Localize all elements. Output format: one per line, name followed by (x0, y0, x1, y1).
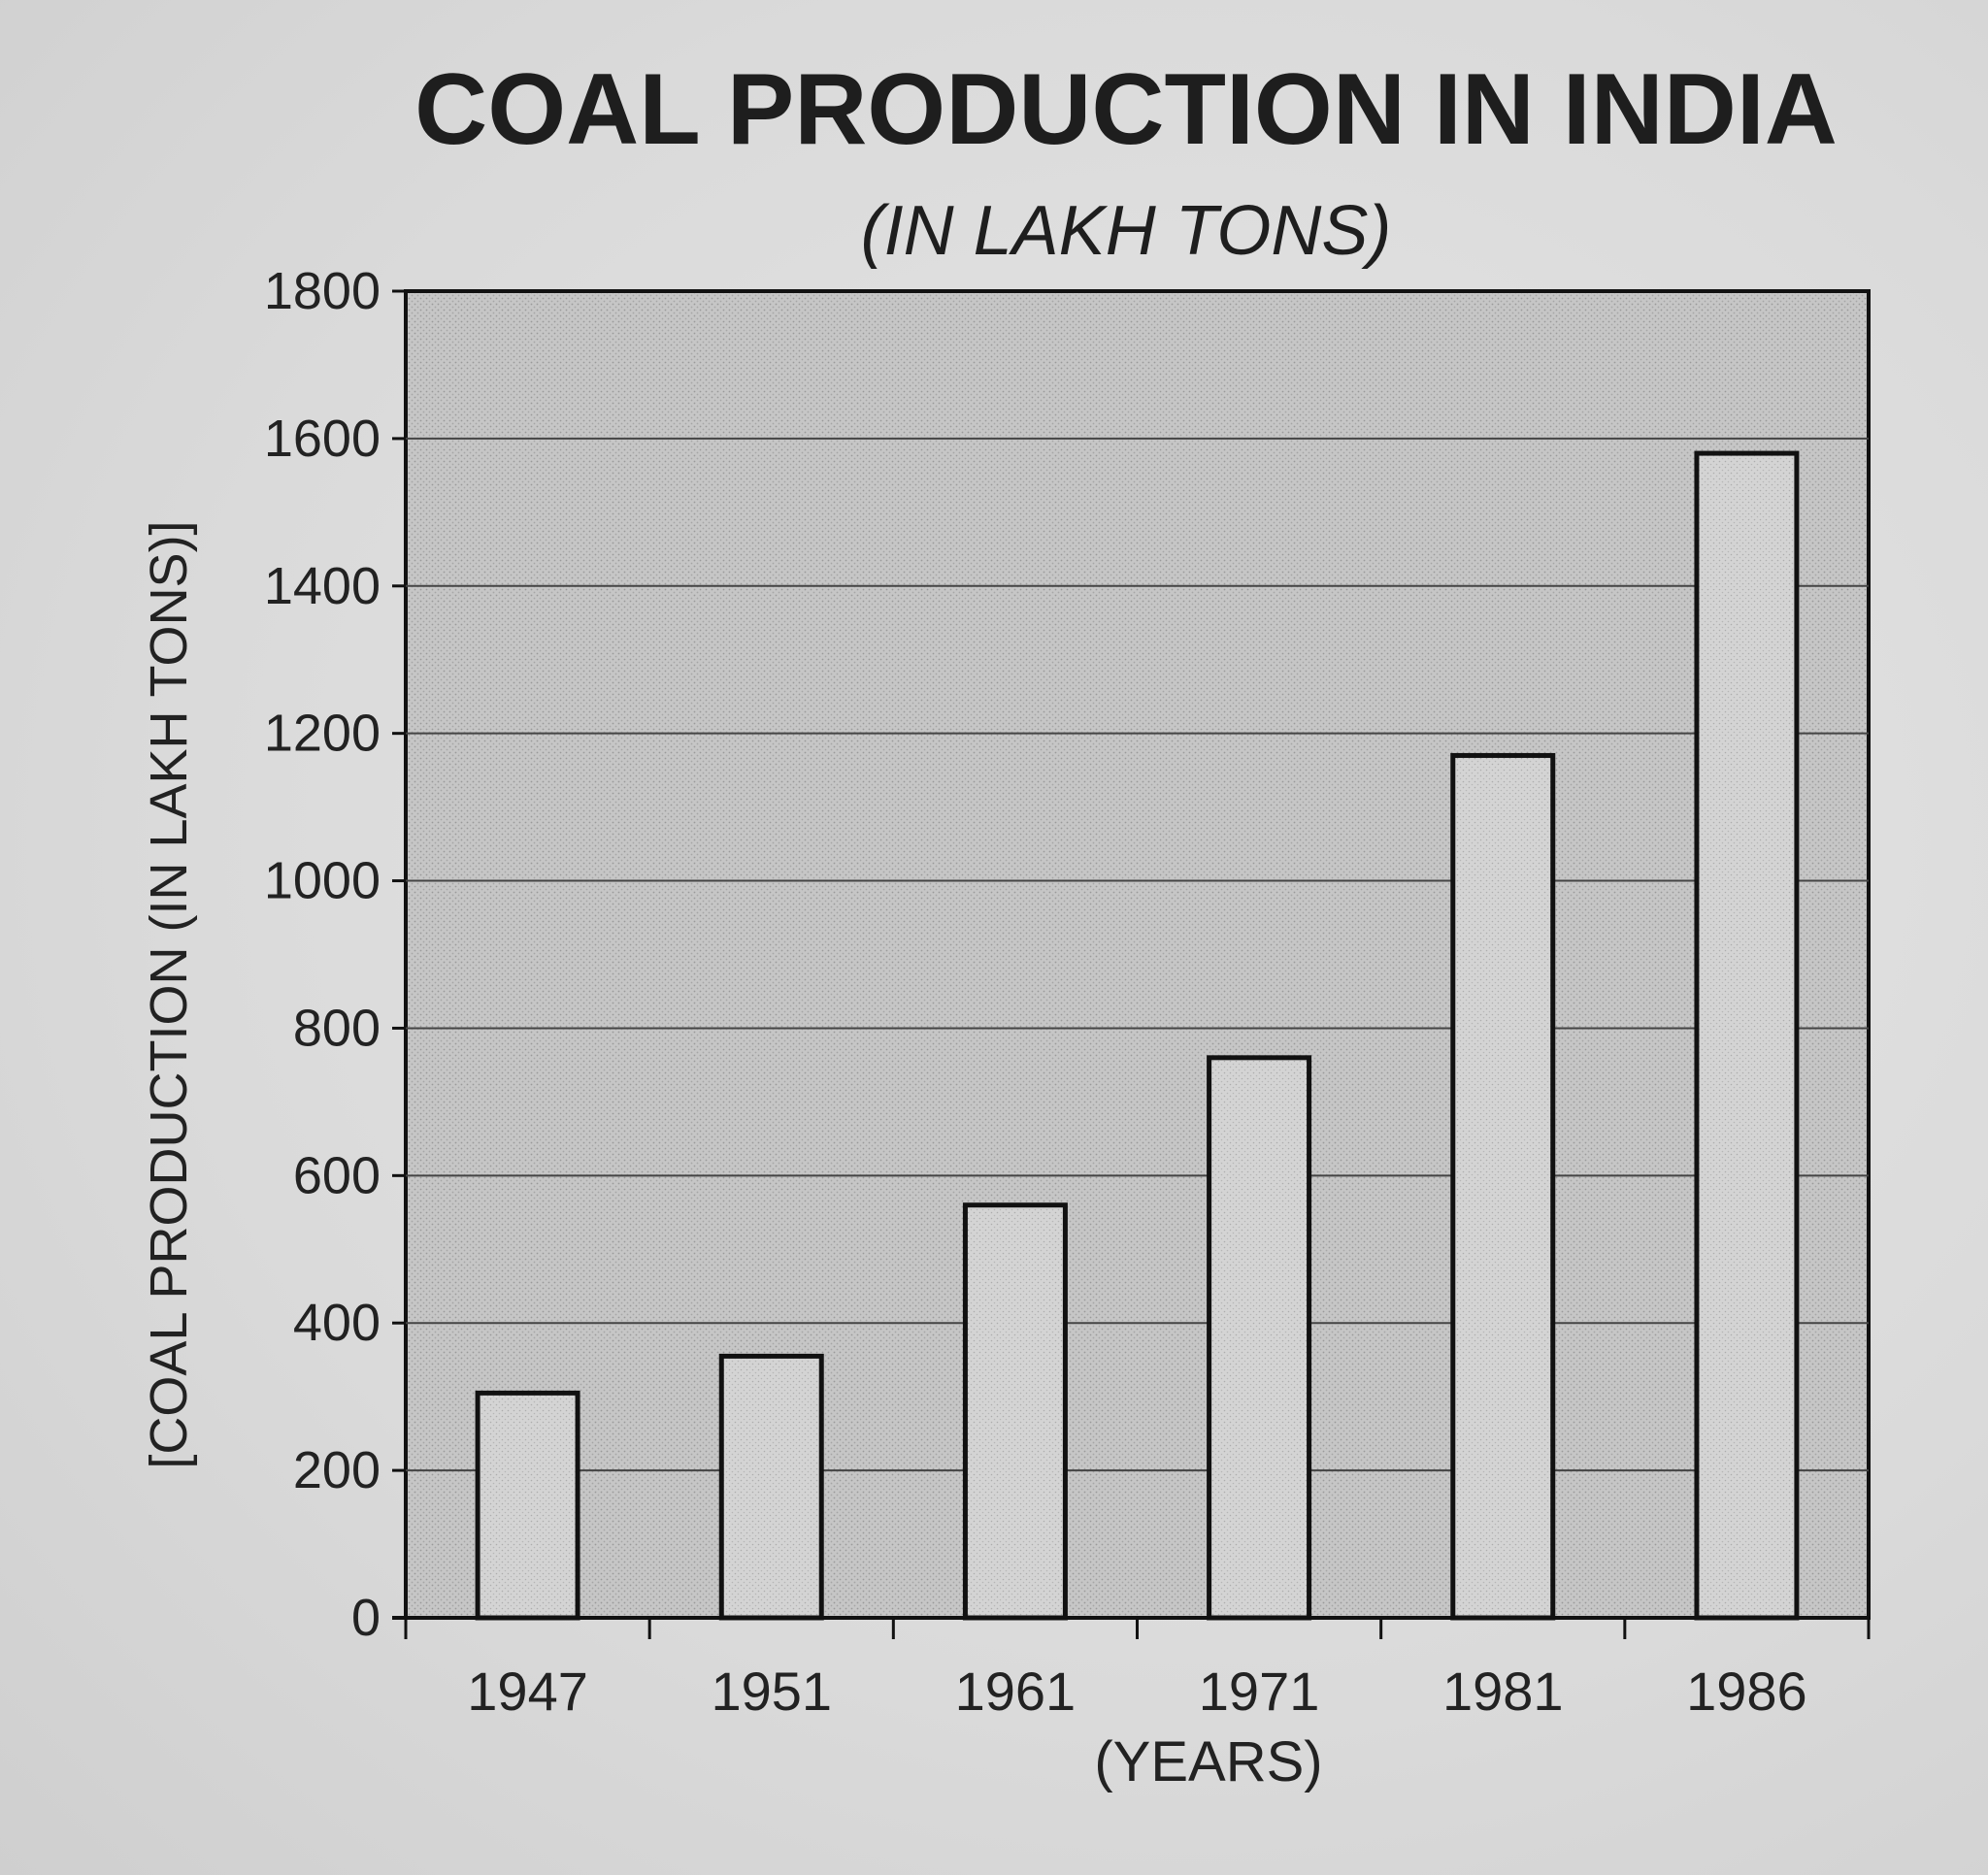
y-tick-label: 200 (293, 1441, 381, 1499)
y-tick-label: 1200 (264, 705, 381, 763)
chart-title: COAL PRODUCTION IN INDIA (414, 53, 1838, 166)
bar-1961 (962, 1202, 1068, 1621)
plot-background (404, 289, 1871, 1620)
y-axis-label: [COAL PRODUCTION (IN LAKH TONS)] (140, 520, 198, 1468)
bar-1947 (475, 1390, 580, 1621)
x-tick-label: 1961 (955, 1661, 1077, 1722)
x-axis-label: (YEARS) (1094, 1730, 1322, 1793)
y-tick-label: 600 (293, 1146, 381, 1204)
gridlines (406, 437, 1869, 1472)
y-tick-label: 800 (293, 999, 381, 1057)
x-tick-label: 1951 (711, 1661, 832, 1722)
y-tick-label: 0 (351, 1589, 381, 1647)
y-tick-label: 1400 (264, 557, 381, 615)
x-tick-label: 1986 (1686, 1661, 1807, 1722)
chart-subtitle: (IN LAKH TONS) (861, 192, 1392, 270)
x-tick-label: 1971 (1199, 1661, 1320, 1722)
y-tick-label: 400 (293, 1294, 381, 1352)
bar-1951 (718, 1353, 824, 1621)
y-tick-label: 1600 (264, 410, 381, 468)
x-tick-label: 1947 (467, 1661, 588, 1722)
bar-1986 (1694, 450, 1800, 1621)
y-axis-ticks: 0 200 400 600 800 1000 1200 1400 1600 1800 (264, 262, 406, 1647)
x-axis-ticks: 1947 1951 1961 1971 1981 1986 (392, 1616, 1871, 1722)
bar-1981 (1450, 752, 1556, 1621)
plot-area (404, 289, 1871, 1620)
y-tick-label: 1800 (264, 262, 381, 320)
y-tick-label: 1000 (264, 852, 381, 910)
x-tick-label: 1981 (1442, 1661, 1564, 1722)
bars (475, 450, 1800, 1621)
bar-1971 (1207, 1055, 1312, 1621)
